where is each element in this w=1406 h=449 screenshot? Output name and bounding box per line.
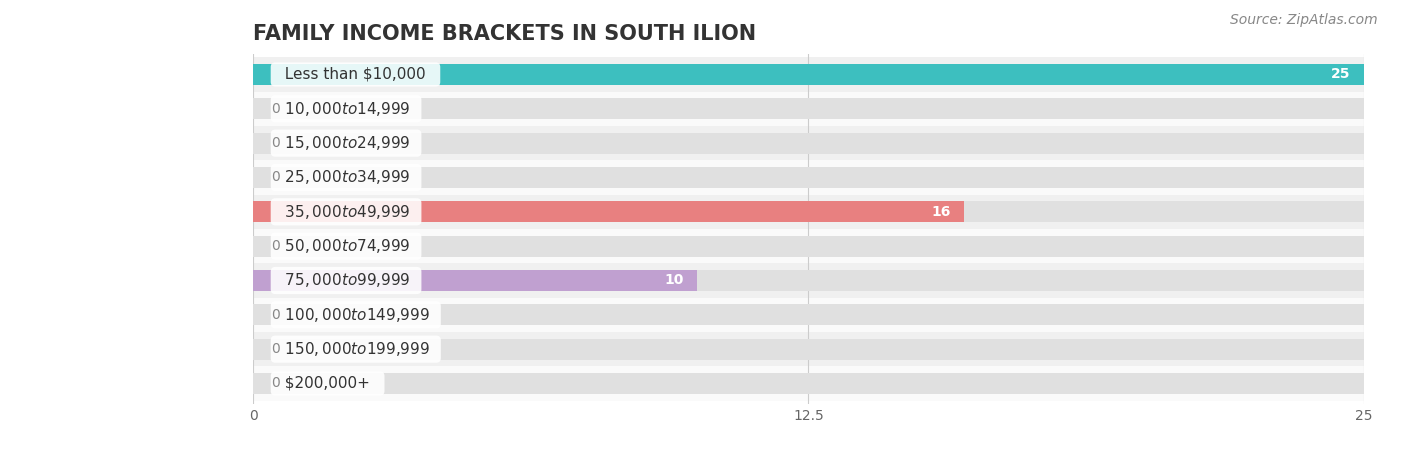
Bar — [253, 229, 1406, 263]
Text: $15,000 to $24,999: $15,000 to $24,999 — [276, 134, 416, 152]
Bar — [253, 126, 1406, 160]
Text: 0: 0 — [271, 377, 280, 391]
Text: FAMILY INCOME BRACKETS IN SOUTH ILION: FAMILY INCOME BRACKETS IN SOUTH ILION — [253, 24, 756, 44]
Bar — [253, 373, 1364, 394]
Bar — [253, 366, 1406, 401]
Bar — [253, 201, 1364, 222]
Text: 0: 0 — [271, 136, 280, 150]
Text: $100,000 to $149,999: $100,000 to $149,999 — [276, 306, 436, 324]
Text: 25: 25 — [1331, 67, 1351, 81]
Text: 0: 0 — [271, 308, 280, 322]
Text: 10: 10 — [665, 273, 685, 287]
Text: $25,000 to $34,999: $25,000 to $34,999 — [276, 168, 416, 186]
Bar — [253, 64, 1364, 85]
Bar — [253, 304, 1364, 326]
Text: Source: ZipAtlas.com: Source: ZipAtlas.com — [1230, 13, 1378, 27]
Bar — [253, 270, 697, 291]
Bar — [253, 92, 1406, 126]
Text: 0: 0 — [271, 239, 280, 253]
Bar — [253, 332, 1406, 366]
Bar — [253, 298, 1406, 332]
Text: 0: 0 — [271, 102, 280, 116]
Text: 16: 16 — [931, 205, 950, 219]
Bar — [253, 57, 1406, 92]
Text: Less than $10,000: Less than $10,000 — [276, 67, 436, 82]
Text: $200,000+: $200,000+ — [276, 376, 380, 391]
Text: 0: 0 — [271, 171, 280, 185]
Bar — [253, 195, 1406, 229]
Bar — [253, 236, 1364, 257]
Bar — [253, 201, 965, 222]
Bar — [253, 132, 1364, 154]
Bar — [253, 64, 1364, 85]
Text: 0: 0 — [271, 342, 280, 356]
Bar — [253, 263, 1406, 298]
Bar — [253, 339, 1364, 360]
Bar — [253, 167, 1364, 188]
Text: $75,000 to $99,999: $75,000 to $99,999 — [276, 272, 416, 290]
Bar — [253, 98, 1364, 119]
Bar — [253, 270, 1364, 291]
Text: $150,000 to $199,999: $150,000 to $199,999 — [276, 340, 436, 358]
Text: $50,000 to $74,999: $50,000 to $74,999 — [276, 237, 416, 255]
Text: $10,000 to $14,999: $10,000 to $14,999 — [276, 100, 416, 118]
Bar — [253, 160, 1406, 195]
Text: $35,000 to $49,999: $35,000 to $49,999 — [276, 203, 416, 221]
